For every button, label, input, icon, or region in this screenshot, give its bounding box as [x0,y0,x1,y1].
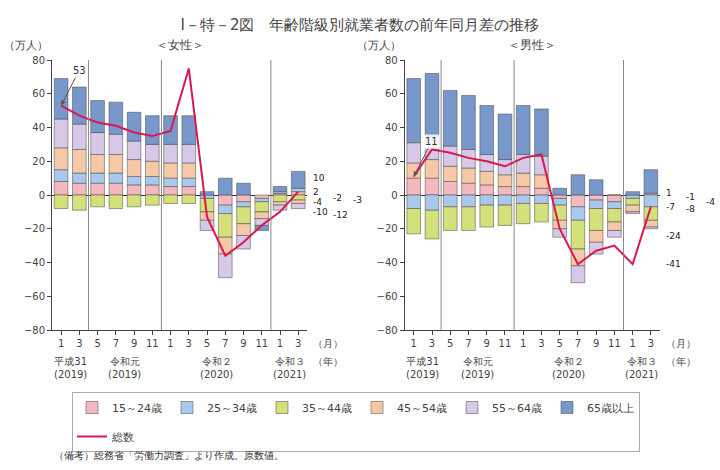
svg-text:-4: -4 [313,197,322,207]
svg-text:3: 3 [429,338,435,349]
svg-text:-2: -2 [333,193,342,203]
svg-text:-8: -8 [686,204,695,214]
svg-text:5: 5 [94,338,100,349]
svg-text:（万人）: （万人） [4,39,48,52]
svg-text:−20: −20 [377,223,398,234]
svg-text:＜女性＞: ＜女性＞ [156,38,204,52]
svg-text:80: 80 [32,55,45,66]
svg-text:9: 9 [131,338,137,349]
svg-text:令和３(2021): 令和３(2021) [273,356,306,380]
svg-text:（月）: （月） [313,338,343,349]
svg-text:3: 3 [538,338,544,349]
svg-text:9: 9 [593,338,599,349]
svg-text:−40: −40 [377,257,398,268]
svg-text:55～64歳: 55～64歳 [492,402,542,415]
svg-text:−80: −80 [24,325,45,336]
svg-text:1: 1 [277,338,283,349]
svg-text:1: 1 [520,338,526,349]
svg-text:1: 1 [167,338,173,349]
svg-text:9: 9 [240,338,246,349]
svg-text:-7: -7 [666,202,675,212]
svg-text:−40: −40 [24,257,45,268]
svg-text:-1: -1 [686,192,695,202]
svg-text:1: 1 [411,338,417,349]
svg-text:−80: −80 [377,325,398,336]
svg-text:（年）: （年） [666,356,696,367]
svg-text:7: 7 [575,338,581,349]
svg-text:総数: 総数 [111,431,134,444]
svg-text:3: 3 [186,338,192,349]
svg-text:3: 3 [76,338,82,349]
svg-text:20: 20 [385,156,398,167]
svg-text:−60: −60 [377,291,398,302]
svg-text:平成31(2019): 平成31(2019) [54,356,87,380]
svg-text:9: 9 [484,338,490,349]
svg-text:60: 60 [32,88,45,99]
svg-text:40: 40 [32,122,45,133]
svg-text:1: 1 [629,338,635,349]
svg-text:I－特－2図 年齢階級別就業者数の前年同月差の推移: I－特－2図 年齢階級別就業者数の前年同月差の推移 [181,16,540,34]
svg-text:10: 10 [313,173,325,183]
svg-text:（年）: （年） [313,356,343,367]
svg-text:80: 80 [385,55,398,66]
svg-text:7: 7 [465,338,471,349]
svg-text:3: 3 [648,338,654,349]
svg-text:（月）: （月） [666,338,696,349]
svg-text:0: 0 [39,190,45,201]
svg-text:1: 1 [666,188,672,198]
svg-text:0: 0 [391,190,397,201]
svg-text:11: 11 [608,338,621,349]
svg-text:令和元(2019): 令和元(2019) [461,356,494,380]
svg-text:3: 3 [295,338,301,349]
svg-text:5: 5 [556,338,562,349]
svg-text:令和元(2019): 令和元(2019) [108,356,141,380]
svg-text:令和２(2020): 令和２(2020) [200,356,233,380]
svg-text:5: 5 [204,338,210,349]
svg-text:1: 1 [58,338,64,349]
svg-text:11: 11 [499,338,512,349]
svg-text:-41: -41 [666,259,681,269]
svg-text:-24: -24 [666,231,681,241]
svg-text:53: 53 [73,65,86,76]
svg-text:令和２(2020): 令和２(2020) [552,356,585,380]
svg-text:15～24歳: 15～24歳 [112,402,162,415]
svg-text:25～34歳: 25～34歳 [207,402,257,415]
svg-text:-10: -10 [313,207,328,217]
svg-text:45～54歳: 45～54歳 [397,402,447,415]
svg-text:11: 11 [255,338,268,349]
svg-text:7: 7 [222,338,228,349]
svg-text:40: 40 [385,122,398,133]
svg-text:-4: -4 [706,197,715,207]
svg-text:35～44歳: 35～44歳 [302,402,352,415]
svg-text:2: 2 [313,187,319,197]
svg-text:−60: −60 [24,291,45,302]
svg-text:平成31(2019): 平成31(2019) [406,356,439,380]
svg-text:令和３(2021): 令和３(2021) [625,356,658,380]
svg-text:-12: -12 [333,210,348,220]
svg-text:20: 20 [32,156,45,167]
svg-text:5: 5 [447,338,453,349]
svg-text:11: 11 [425,136,438,147]
svg-text:＜男性＞: ＜男性＞ [508,38,556,52]
svg-text:-3: -3 [353,195,362,205]
svg-text:65歳以上: 65歳以上 [587,402,634,415]
svg-text:60: 60 [385,88,398,99]
svg-text:−20: −20 [24,223,45,234]
svg-text:（備考）総務省「労働力調査」より作成。原数値。: （備考）総務省「労働力調査」より作成。原数値。 [54,450,284,461]
svg-text:11: 11 [146,338,159,349]
svg-text:（万人）: （万人） [357,39,401,52]
svg-text:7: 7 [113,338,119,349]
